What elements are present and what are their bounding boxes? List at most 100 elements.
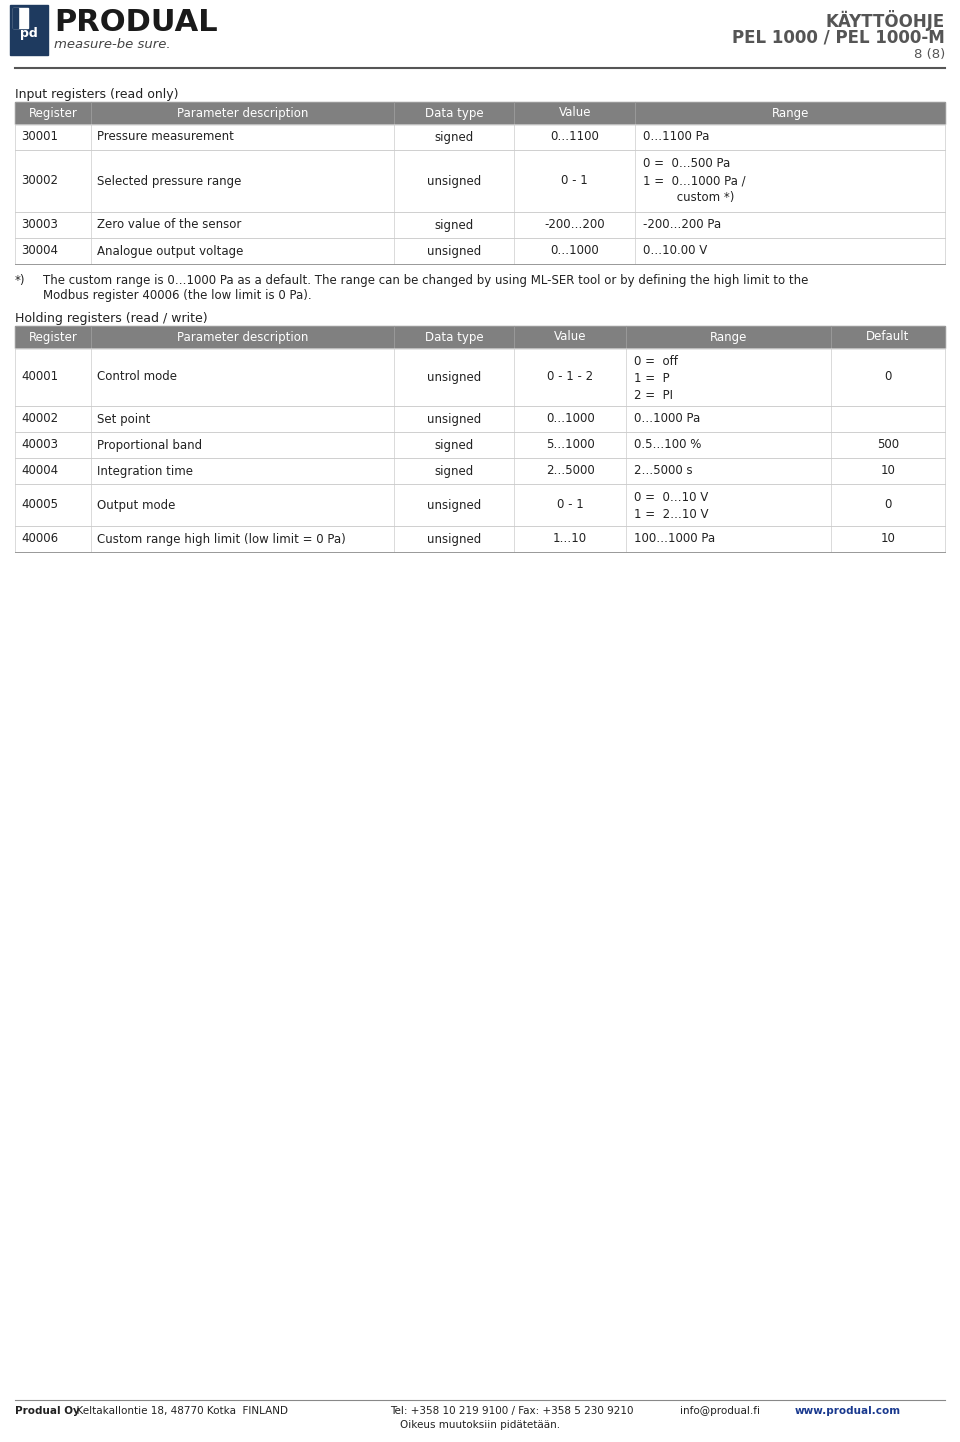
Bar bbox=[15, 526, 945, 552]
Text: The custom range is 0…1000 Pa as a default. The range can be changed by using ML: The custom range is 0…1000 Pa as a defau… bbox=[43, 274, 808, 301]
Bar bbox=[15, 348, 945, 407]
Text: 0: 0 bbox=[884, 371, 892, 384]
Bar bbox=[15, 485, 945, 526]
Text: 0…1000: 0…1000 bbox=[546, 412, 594, 425]
Text: info@produal.fi: info@produal.fi bbox=[680, 1406, 760, 1416]
Bar bbox=[15, 433, 945, 459]
Text: 5…1000: 5…1000 bbox=[546, 438, 594, 451]
Text: Default: Default bbox=[866, 330, 909, 343]
Bar bbox=[15, 326, 91, 348]
Text: 0 - 1: 0 - 1 bbox=[557, 499, 584, 512]
Bar bbox=[394, 326, 515, 348]
Bar bbox=[515, 326, 626, 348]
Bar bbox=[15, 212, 945, 238]
Text: 30004: 30004 bbox=[21, 245, 58, 258]
Text: 30002: 30002 bbox=[21, 174, 58, 187]
Text: unsigned: unsigned bbox=[427, 371, 481, 384]
Text: measure-be sure.: measure-be sure. bbox=[54, 37, 171, 50]
Bar bbox=[15, 124, 945, 150]
Text: www.produal.com: www.produal.com bbox=[795, 1406, 901, 1416]
Bar bbox=[515, 102, 636, 124]
Text: Value: Value bbox=[559, 107, 591, 120]
Bar bbox=[91, 102, 394, 124]
Text: 10: 10 bbox=[880, 464, 896, 477]
Bar bbox=[13, 9, 28, 27]
Text: unsigned: unsigned bbox=[427, 499, 481, 512]
Text: Parameter description: Parameter description bbox=[177, 330, 308, 343]
Text: Register: Register bbox=[29, 107, 78, 120]
Text: KÄYTTÖOHJE: KÄYTTÖOHJE bbox=[826, 10, 945, 30]
Text: 500: 500 bbox=[876, 438, 899, 451]
Text: 0…1100 Pa: 0…1100 Pa bbox=[643, 130, 709, 144]
Text: Output mode: Output mode bbox=[97, 499, 176, 512]
Bar bbox=[626, 326, 830, 348]
Text: Input registers (read only): Input registers (read only) bbox=[15, 88, 179, 101]
Text: 0 =  0…500 Pa
1 =  0…1000 Pa /
         custom *): 0 = 0…500 Pa 1 = 0…1000 Pa / custom *) bbox=[643, 157, 746, 203]
Bar bbox=[13, 9, 18, 27]
Text: Proportional band: Proportional band bbox=[97, 438, 203, 451]
Text: Value: Value bbox=[554, 330, 587, 343]
Bar bbox=[636, 102, 945, 124]
Text: 10: 10 bbox=[880, 532, 896, 545]
Text: Register: Register bbox=[29, 330, 78, 343]
Text: Set point: Set point bbox=[97, 412, 151, 425]
Text: Data type: Data type bbox=[424, 107, 483, 120]
Text: 0 =  off
1 =  P
2 =  PI: 0 = off 1 = P 2 = PI bbox=[634, 355, 678, 402]
Bar bbox=[15, 102, 91, 124]
Text: unsigned: unsigned bbox=[427, 412, 481, 425]
Text: Selected pressure range: Selected pressure range bbox=[97, 174, 242, 187]
Text: 100…1000 Pa: 100…1000 Pa bbox=[634, 532, 715, 545]
Text: Data type: Data type bbox=[424, 330, 483, 343]
Bar bbox=[91, 326, 394, 348]
Text: Keltakallontie 18, 48770 Kotka  FINLAND: Keltakallontie 18, 48770 Kotka FINLAND bbox=[70, 1406, 288, 1416]
Text: 40005: 40005 bbox=[21, 499, 58, 512]
Text: Control mode: Control mode bbox=[97, 371, 178, 384]
Text: 0…1000: 0…1000 bbox=[550, 245, 599, 258]
Text: unsigned: unsigned bbox=[427, 174, 481, 187]
Bar bbox=[13, 33, 28, 40]
Text: *): *) bbox=[15, 274, 26, 287]
Text: 0 - 1: 0 - 1 bbox=[562, 174, 588, 187]
Text: Oikeus muutoksiin pidätetään.: Oikeus muutoksiin pidätetään. bbox=[400, 1420, 560, 1430]
Text: Holding registers (read / write): Holding registers (read / write) bbox=[15, 311, 207, 324]
Text: 0…1000 Pa: 0…1000 Pa bbox=[634, 412, 700, 425]
Bar bbox=[15, 150, 945, 212]
Text: 8 (8): 8 (8) bbox=[914, 48, 945, 61]
Text: Tel: +358 10 219 9100 / Fax: +358 5 230 9210: Tel: +358 10 219 9100 / Fax: +358 5 230 … bbox=[390, 1406, 634, 1416]
Text: PEL 1000 / PEL 1000-M: PEL 1000 / PEL 1000-M bbox=[732, 27, 945, 46]
Text: signed: signed bbox=[434, 219, 473, 232]
Text: 0 - 1 - 2: 0 - 1 - 2 bbox=[547, 371, 593, 384]
Text: Integration time: Integration time bbox=[97, 464, 193, 477]
Text: 40004: 40004 bbox=[21, 464, 59, 477]
Text: signed: signed bbox=[434, 464, 473, 477]
Text: Pressure measurement: Pressure measurement bbox=[97, 130, 234, 144]
Text: 30001: 30001 bbox=[21, 130, 58, 144]
Text: 0…10.00 V: 0…10.00 V bbox=[643, 245, 708, 258]
Text: 40003: 40003 bbox=[21, 438, 58, 451]
Bar bbox=[830, 326, 945, 348]
Text: 40002: 40002 bbox=[21, 412, 59, 425]
Text: pd: pd bbox=[20, 26, 37, 39]
Text: 30003: 30003 bbox=[21, 219, 58, 232]
Text: PRODUAL: PRODUAL bbox=[54, 9, 218, 37]
Text: Zero value of the sensor: Zero value of the sensor bbox=[97, 219, 242, 232]
Text: Range: Range bbox=[709, 330, 747, 343]
Text: Custom range high limit (low limit = 0 Pa): Custom range high limit (low limit = 0 P… bbox=[97, 532, 346, 545]
Bar bbox=[394, 102, 515, 124]
Text: 0 =  0…10 V
1 =  2…10 V: 0 = 0…10 V 1 = 2…10 V bbox=[634, 490, 708, 521]
Text: 2…5000 s: 2…5000 s bbox=[634, 464, 692, 477]
Bar bbox=[15, 407, 945, 433]
Bar bbox=[15, 238, 945, 264]
Text: 40006: 40006 bbox=[21, 532, 59, 545]
Text: Range: Range bbox=[772, 107, 809, 120]
Text: 0.5…100 %: 0.5…100 % bbox=[634, 438, 702, 451]
Bar bbox=[10, 4, 48, 55]
Text: unsigned: unsigned bbox=[427, 532, 481, 545]
Text: 0: 0 bbox=[884, 499, 892, 512]
Text: 40001: 40001 bbox=[21, 371, 59, 384]
Bar bbox=[15, 459, 945, 485]
Text: Analogue output voltage: Analogue output voltage bbox=[97, 245, 244, 258]
Text: -200…200: -200…200 bbox=[544, 219, 605, 232]
Text: 1…10: 1…10 bbox=[553, 532, 588, 545]
Text: 0…1100: 0…1100 bbox=[550, 130, 599, 144]
